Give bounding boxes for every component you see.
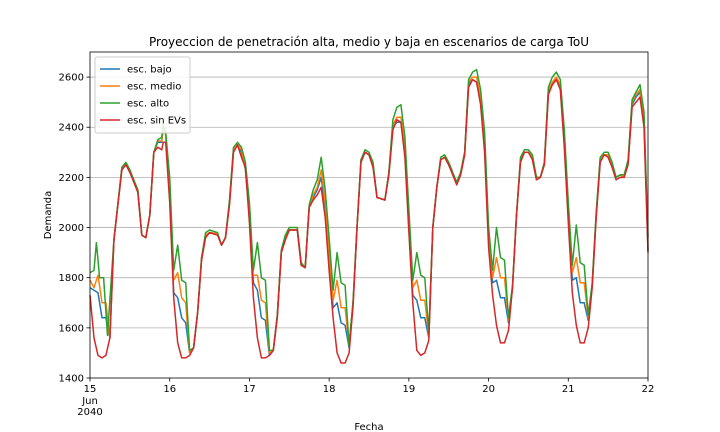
legend-label: esc. medio (127, 82, 181, 93)
x-tick-label: 15 (84, 384, 97, 395)
gridlines (90, 76, 648, 329)
legend: esc. bajo esc. medio esc. alto esc. sin EVs (94, 56, 191, 134)
legend-label: esc. sin EVs (127, 116, 186, 127)
x-tick-label: 22 (642, 384, 655, 395)
y-tick-label: 2200 (59, 173, 84, 184)
x-tick-label: 17 (243, 384, 256, 395)
x-tick-label: 18 (323, 384, 336, 395)
x-tick-label: 19 (402, 384, 415, 395)
y-tick-label: 2000 (59, 223, 84, 234)
series-lines (89, 68, 649, 364)
legend-label: esc. alto (127, 99, 169, 110)
y-tick-label: 2600 (59, 73, 84, 84)
x-tick-label: 20 (482, 384, 495, 395)
x-tick-label: 21 (562, 384, 575, 395)
y-tick-label: 2400 (59, 123, 84, 134)
chart-title: Proyeccion de penetración alta, medio y … (149, 35, 589, 49)
x-tick-sublabel: 2040 (77, 407, 102, 418)
x-tick-sublabel: Jun (81, 396, 98, 407)
plot-area-frame (89, 51, 649, 379)
y-tick-label: 1600 (59, 323, 84, 334)
y-tick-label: 1800 (59, 273, 84, 284)
series-line-4 (89, 78, 649, 364)
legend-label: esc. bajo (127, 65, 172, 76)
y-axis-ticks: 1400 1600 1800 2000 2200 2400 2600 (59, 73, 90, 385)
x-axis-label: Fecha (354, 422, 383, 432)
legend-box (94, 56, 191, 134)
x-tick-label: 16 (163, 384, 176, 395)
series-line-3 (89, 68, 649, 352)
y-axis-label: Demanda (43, 191, 54, 240)
y-tick-label: 1400 (59, 374, 84, 385)
